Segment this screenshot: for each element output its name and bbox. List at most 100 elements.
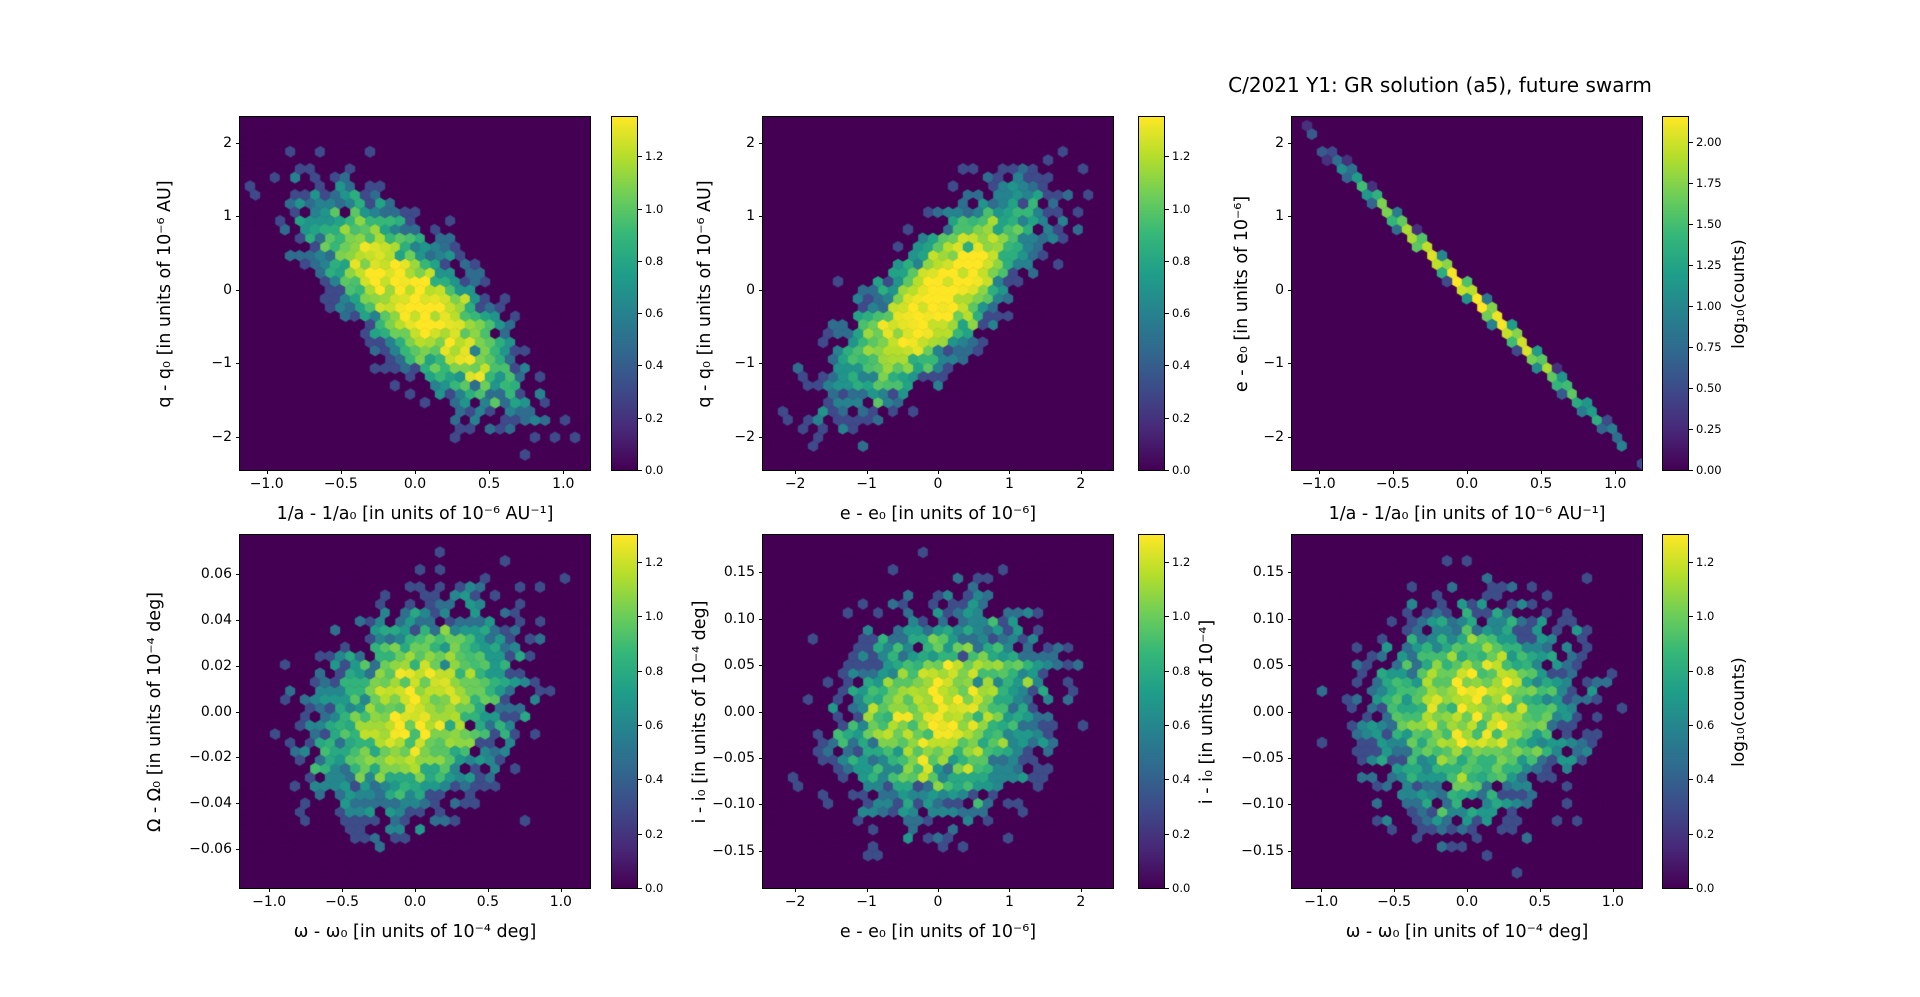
colorbar-tick-mark xyxy=(638,208,642,210)
y-tick-mark xyxy=(759,216,763,218)
x-tick-label: −2 xyxy=(784,476,806,492)
y-tick-mark xyxy=(759,289,763,291)
colorbar-gradient xyxy=(1138,534,1165,889)
x-tick-mark xyxy=(560,888,562,892)
colorbar-tick-label: 0.6 xyxy=(1172,718,1191,733)
panel-incl-vs-argperi: i - i₀ [in units of 10⁻⁴] ω - ω₀ [in uni… xyxy=(1197,534,1749,942)
colorbar-tick-label: 1.2 xyxy=(645,555,664,570)
colorbar-tick-mark xyxy=(638,156,642,158)
y-tick-label: −2 xyxy=(211,428,232,445)
x-tick-label: 1.0 xyxy=(1604,476,1627,492)
colorbar-tick-mark xyxy=(1165,888,1169,889)
y-tick-label: −1 xyxy=(211,355,232,372)
y-tick-label: 0.10 xyxy=(723,610,755,627)
x-axis-label: ω - ω₀ [in units of 10⁻⁴ deg] xyxy=(1345,922,1589,942)
colorbar-tick-mark xyxy=(1689,779,1693,781)
y-tick-label: 2 xyxy=(223,134,232,151)
y-tick-label: 1 xyxy=(1275,208,1284,225)
colorbar-tick-label: 1.2 xyxy=(1172,149,1191,164)
y-tick-mark xyxy=(759,142,763,144)
y-tick-mark xyxy=(236,363,240,365)
x-tick-label: 1.0 xyxy=(549,894,572,910)
colorbar-tick-label: 1.2 xyxy=(1172,555,1191,570)
colorbar-tick-mark xyxy=(1165,417,1169,419)
colorbar-tick-mark xyxy=(1165,670,1169,672)
y-tick-label: 0.04 xyxy=(200,611,232,628)
x-tick-label: −0.5 xyxy=(1375,476,1410,492)
y-axis-label: q - q₀ [in units of 10⁻⁶ AU] xyxy=(155,179,175,408)
y-tick-label: −1 xyxy=(1263,355,1284,372)
x-tick-mark xyxy=(938,470,939,474)
x-axis-label: e - e₀ [in units of 10⁻⁶] xyxy=(839,504,1037,524)
y-tick-mark xyxy=(1288,572,1292,574)
y-tick-label: −2 xyxy=(1263,428,1284,445)
colorbar-tick-label: 0.4 xyxy=(645,358,664,373)
x-tick-label: −1.0 xyxy=(1301,476,1336,492)
x-tick-mark xyxy=(1318,470,1320,474)
colorbar-tick-mark xyxy=(638,365,642,367)
colorbar-gradient xyxy=(1662,534,1689,889)
x-tick-label: 0 xyxy=(933,476,943,492)
x-tick-label: −1.0 xyxy=(252,894,287,910)
colorbar-tick-label: 0.0 xyxy=(1172,881,1191,895)
colorbar-gradient xyxy=(1662,116,1689,471)
colorbar-tick-mark xyxy=(638,888,642,889)
colorbar-tick-label: 0.4 xyxy=(1696,772,1715,787)
colorbar-label: log₁₀(counts) xyxy=(1729,238,1749,349)
y-tick-mark xyxy=(236,619,240,621)
y-tick-mark xyxy=(759,804,763,806)
y-tick-label: −1 xyxy=(734,355,755,372)
y-tick-mark xyxy=(1288,850,1292,852)
y-tick-mark xyxy=(759,363,763,365)
panel-q-vs-e: q - q₀ [in units of 10⁻⁶ AU] e - e₀ [in … xyxy=(695,116,1190,524)
x-tick-label: −1 xyxy=(856,476,877,492)
colorbar-tick-mark xyxy=(1689,616,1693,618)
colorbar-tick-label: 0.25 xyxy=(1696,421,1722,436)
y-tick-mark xyxy=(759,618,763,620)
y-tick-mark xyxy=(759,665,763,667)
y-axis-label: q - q₀ [in units of 10⁻⁶ AU] xyxy=(695,179,715,408)
y-tick-label: 2 xyxy=(1275,134,1284,151)
y-tick-label: −0.05 xyxy=(1241,749,1284,766)
hexbin-plot xyxy=(762,534,1114,889)
x-tick-label: 0.0 xyxy=(403,894,427,910)
colorbar: 0.0 0.2 0.4 0.6 0.8 1.0 1.2 xyxy=(1138,116,1190,477)
colorbar-tick-label: 1.0 xyxy=(1172,609,1191,624)
x-tick-mark xyxy=(489,470,491,474)
y-tick-mark xyxy=(759,436,763,438)
x-tick-mark xyxy=(1467,470,1468,474)
y-tick-label: 0.00 xyxy=(200,703,232,720)
colorbar-tick-label: 0.00 xyxy=(1696,463,1722,477)
colorbar-tick-mark xyxy=(1689,141,1693,143)
x-tick-label: 0.0 xyxy=(1455,476,1479,492)
colorbar-tick-mark xyxy=(1165,616,1169,618)
x-tick-mark xyxy=(1392,470,1394,474)
panel-node-vs-argperi: Ω - Ω₀ [in units of 10⁻⁴ deg] ω - ω₀ [in… xyxy=(145,534,663,942)
y-tick-label: −2 xyxy=(734,428,755,445)
colorbar: 0.0 0.2 0.4 0.6 0.8 1.0 1.2 log₁₀(counts) xyxy=(1662,534,1749,895)
hexbin-plot xyxy=(1291,534,1643,889)
colorbar-tick-label: 0.6 xyxy=(645,718,664,733)
colorbar-tick-label: 0.50 xyxy=(1696,380,1722,395)
colorbar-tick-mark xyxy=(1165,779,1169,781)
x-tick-label: 0.5 xyxy=(1528,894,1552,910)
y-tick-mark xyxy=(1288,436,1292,438)
colorbar-tick-mark xyxy=(1165,833,1169,835)
x-tick-label: 2 xyxy=(1076,894,1086,910)
y-tick-label: 0.05 xyxy=(1252,657,1284,674)
colorbar-tick-label: 1.0 xyxy=(645,201,664,216)
y-tick-label: 0.00 xyxy=(1252,703,1284,720)
colorbar-tick-label: 0.75 xyxy=(1696,339,1722,354)
hexbin-plot xyxy=(239,116,591,471)
x-tick-mark xyxy=(938,888,939,892)
colorbar-tick-mark xyxy=(1689,305,1693,307)
x-tick-mark xyxy=(1080,470,1082,474)
y-tick-label: −0.06 xyxy=(189,841,232,858)
x-tick-mark xyxy=(415,470,416,474)
x-tick-mark xyxy=(1009,888,1011,892)
y-tick-mark xyxy=(1288,757,1292,759)
y-tick-mark xyxy=(759,757,763,759)
colorbar-tick-mark xyxy=(1689,670,1693,672)
x-tick-mark xyxy=(1539,888,1541,892)
hexbin-plot xyxy=(1291,116,1643,471)
